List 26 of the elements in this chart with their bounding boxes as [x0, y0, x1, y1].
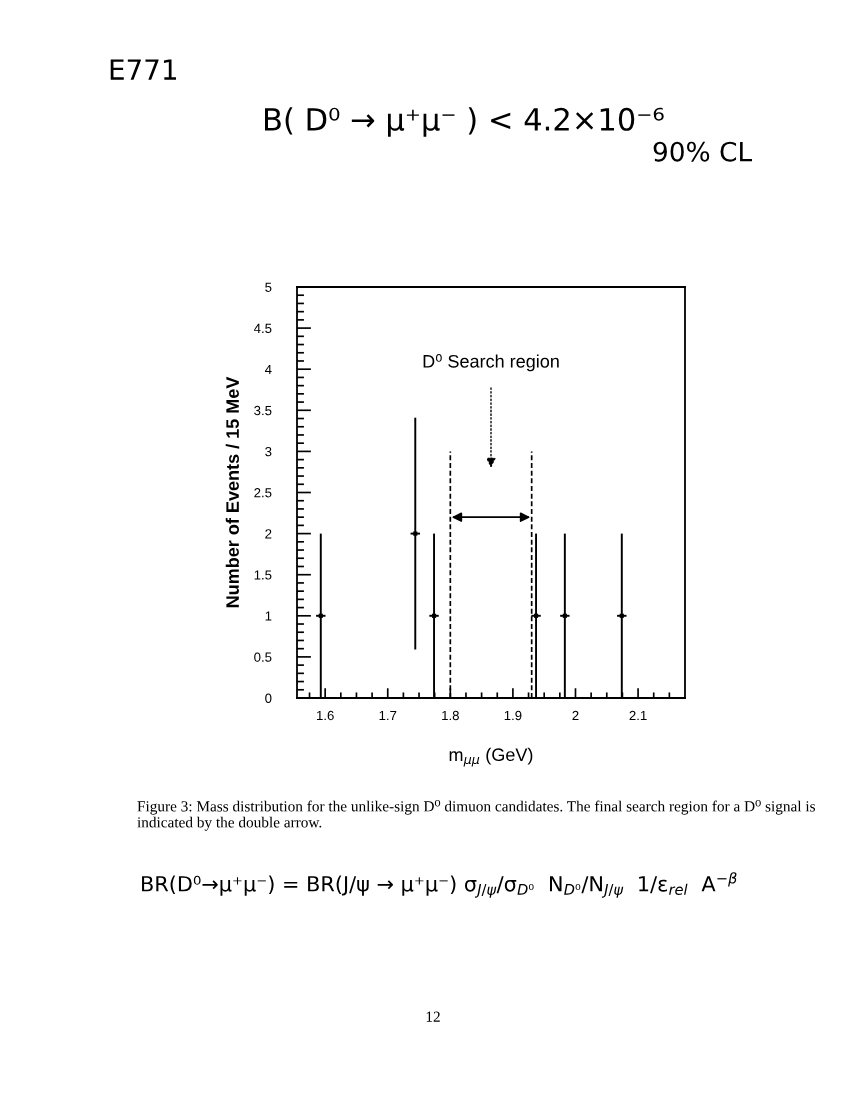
y-tick-label: 2	[265, 529, 272, 539]
y-tick-label: 1.5	[254, 570, 272, 580]
x-tick-label: 1.9	[504, 710, 522, 721]
annotation: D⁰ Search region	[423, 354, 559, 372]
y-tick-label: 4	[264, 364, 272, 374]
text: 90% CL	[653, 141, 753, 162]
y-tick-label: 3	[265, 446, 272, 457]
x-tick-label: 1.8	[442, 710, 459, 721]
x-tick-label: 1.7	[379, 710, 397, 721]
y-axis-title: Number of Events / 15 MeV	[225, 376, 240, 608]
text: 12	[426, 1011, 440, 1022]
x-axis-title: m$_{μμ}$ (GeV)	[449, 747, 533, 767]
y-tick-label: 0	[265, 693, 272, 703]
y-tick-label: 2.5	[254, 488, 272, 498]
caption: Figure 3: Mass distribution for the unlike-sign D⁰ dimuon candidates. The final search region for a D⁰ signal is indicated by the double arrow.	[137, 800, 815, 831]
text: E771	[110, 59, 177, 80]
y-tick-label: 1	[265, 611, 272, 621]
y-tick-label: 4.5	[253, 323, 272, 334]
text: B( D⁰ → μ⁺μ⁻ ) < 4.2×10⁻⁶	[265, 107, 664, 137]
y-tick-label: 0.5	[254, 652, 272, 662]
text: BR(D⁰→μ⁺μ⁻) = BR(J/ψ → μ⁺μ⁻) σ$_{J/ψ}$/σ$_{D⁰}$ N$_{D⁰}$/N$_{J/ψ}$ 1/ε$_{rel}$ A$^{−β}$	[142, 872, 737, 898]
y-tick-label: 5	[265, 282, 272, 292]
x-tick-label: 1.6	[317, 710, 334, 721]
y-tick-label: 3.5	[254, 405, 272, 416]
x-tick-label: 2	[572, 710, 579, 721]
x-tick-label: 2.1	[629, 710, 647, 721]
